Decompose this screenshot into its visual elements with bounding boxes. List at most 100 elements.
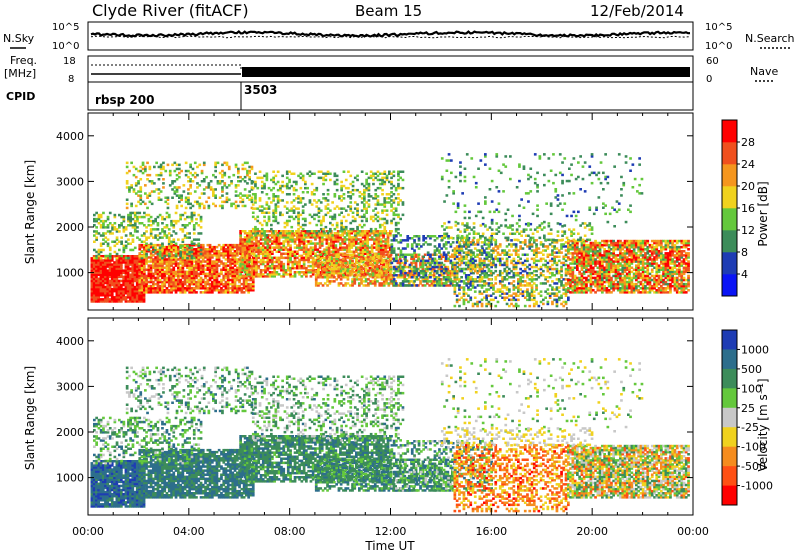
power-cell [316,248,319,251]
power-cell [263,183,266,186]
power-cell [294,267,297,270]
power-cell [280,275,283,278]
power-cell [242,205,245,208]
power-cell [376,268,379,271]
power-cell [447,251,450,254]
power-cell [317,256,320,259]
power-cell [159,279,162,282]
power-cell [234,269,237,272]
power-cell [100,243,103,246]
power-cell [192,205,195,208]
power-cell [351,260,354,263]
power-cell [334,193,337,196]
power-cell [383,177,386,180]
power-cell [372,173,375,176]
power-cell [298,259,301,262]
power-cell [102,212,105,215]
power-cell [152,247,155,250]
power-cell [378,282,381,285]
power-cell [399,234,402,237]
power-cell [146,207,149,210]
power-cell [304,203,307,206]
power-cell [372,254,375,257]
power-cell [365,207,368,210]
power-cell [221,201,224,204]
power-cell [286,177,289,180]
power-cell [427,235,430,238]
power-cell [359,230,362,233]
power-cell [182,257,185,260]
power-cell [378,270,381,273]
power-cell [203,162,206,165]
power-cell [376,260,379,263]
power-cell [360,266,363,269]
power-cell [138,212,141,215]
power-cell [298,271,301,274]
power-cell [429,280,432,283]
power-cell [349,222,352,225]
power-cell [286,220,289,223]
power-cell [300,177,303,180]
power-cell [212,203,215,206]
power-cell [390,177,393,180]
power-cell [395,187,398,190]
power-cell [340,220,343,223]
power-cell [365,268,368,271]
power-cell [383,272,386,275]
power-cell [189,192,192,195]
power-cell [168,232,171,235]
power-cell [254,218,257,221]
power-cell [294,271,297,274]
power-cell [239,197,242,200]
power-cell [387,251,390,254]
power-cell [281,191,284,194]
power-cell [226,197,229,200]
power-cell [431,258,434,261]
power-cell [307,265,310,268]
power-cell [443,264,446,267]
power-cell [248,190,251,193]
power-cell [123,245,126,248]
power-cell [275,203,278,206]
power-cell [343,216,346,219]
power-cell [254,234,257,237]
power-cell [145,226,148,229]
power-cell [149,166,152,169]
power-cell [420,270,423,273]
power-cell [214,194,217,197]
power-cell [354,232,357,235]
power-cell [356,258,359,261]
power-cell [270,224,273,227]
power-cell [161,243,164,246]
power-cell [311,191,314,194]
power-cell [231,244,234,247]
power-cell [327,171,330,174]
power-cell [196,166,199,169]
power-cell [386,209,389,212]
power-cell [307,240,310,243]
power-cell [369,262,372,265]
power-cell [420,245,423,248]
power-cell [288,220,291,223]
power-cell [242,275,245,278]
power-cell [340,185,343,188]
power-cell [182,214,185,217]
power-cell [300,187,303,190]
power-cell [370,216,373,219]
power-cell [154,228,157,231]
power-cell [327,203,330,206]
power-cell [175,220,178,223]
power-cell [93,230,96,233]
power-cell [100,249,103,252]
power-cell [350,236,353,239]
power-cell [327,189,330,192]
power-cell [323,248,326,251]
power-cell [221,164,224,167]
power-cell [254,207,257,210]
power-cell [126,203,129,206]
power-cell [138,216,141,219]
power-cell [257,240,260,243]
power-cell [359,216,362,219]
power-cell [263,175,266,178]
power-cell [349,191,352,194]
